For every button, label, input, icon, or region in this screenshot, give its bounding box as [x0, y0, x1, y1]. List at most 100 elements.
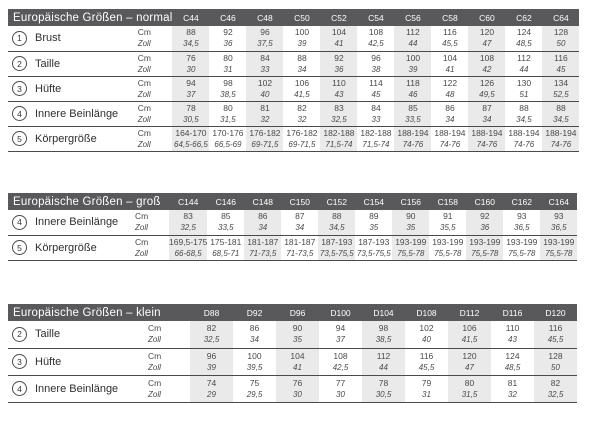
row-number-badge: 4	[12, 214, 27, 230]
cm-value: 90	[292, 323, 303, 334]
column-header-C62: C62	[505, 9, 543, 26]
cm-value: 98	[223, 77, 233, 88]
zoll-value: 46	[408, 89, 418, 99]
size-table-normal-wrap: Europäische Größen – normal C44 C46 C48 C50 C…	[8, 9, 580, 152]
value-cell: 188-194 74-76	[505, 126, 542, 151]
value-cell: 170-176 66,5-69	[209, 126, 246, 151]
column-header-C58: C58	[431, 9, 469, 26]
value-cell: 78 30,5	[362, 375, 405, 402]
cm-value: 80	[223, 52, 233, 63]
value-cell: 80 31	[209, 51, 246, 76]
cm-value: 87	[295, 211, 305, 222]
column-header-D100: D100	[319, 304, 362, 321]
value-cell: 77 30	[319, 375, 362, 402]
value-cell: 124 48,5	[505, 26, 542, 51]
value-cell: 84 33	[357, 101, 394, 126]
value-cell: 83 32,5	[320, 101, 358, 126]
unit-cell: Cm Zoll	[138, 51, 173, 76]
value-cell: 116 45,5	[534, 321, 577, 348]
value-cell: 118 46	[394, 76, 432, 101]
cm-value: 100	[405, 52, 421, 63]
cm-value: 75	[249, 377, 260, 388]
value-cell: 92 36	[209, 26, 246, 51]
column-header-C64: C64	[542, 9, 580, 26]
zoll-value: 29	[207, 389, 216, 399]
value-cell: 88 34,5	[172, 26, 210, 51]
zoll-value: 45,5	[418, 362, 435, 372]
cm-value: 188-194	[508, 127, 540, 138]
value-cell: 82 32,5	[190, 321, 233, 348]
zoll-value: 39	[207, 362, 216, 372]
value-cell: 124 48,5	[491, 348, 534, 375]
unit-zoll-label: Zoll	[148, 389, 161, 399]
zoll-value: 35	[369, 223, 379, 233]
row-label-cell: 4 Innere Beinlänge	[8, 375, 148, 402]
column-header-C164: C164	[540, 193, 578, 210]
zoll-value: 41	[445, 64, 455, 74]
zoll-value: 31,5	[220, 114, 236, 124]
cm-value: 92	[223, 27, 233, 38]
cm-value: 188-194	[471, 127, 503, 138]
row-label: Innere Beinlänge	[35, 107, 119, 120]
size-table-normal: Europäische Größen – normal C44 C46 C48 C50 C…	[8, 9, 580, 152]
table-title: Europäische Größen – normal	[8, 9, 173, 26]
value-cell: 80 31,5	[209, 101, 246, 126]
row-label: Hüfte	[35, 82, 62, 95]
zoll-value: 42,5	[368, 39, 384, 49]
zoll-value: 48,5	[504, 362, 521, 372]
zoll-value: 31	[422, 389, 431, 399]
cm-value: 124	[505, 350, 520, 361]
cm-value: 78	[378, 377, 389, 388]
zoll-value: 32	[260, 114, 270, 124]
cm-value: 85	[221, 211, 231, 222]
zoll-value: 44	[519, 64, 529, 74]
unit-cell: Cm Zoll	[135, 210, 169, 235]
cm-value: 110	[505, 323, 520, 334]
cm-value: 94	[335, 323, 346, 334]
row-label: Taille	[35, 57, 61, 70]
zoll-value: 38,5	[375, 335, 392, 345]
zoll-value: 33,5	[405, 114, 421, 124]
unit-zoll-label: Zoll	[135, 223, 148, 233]
row-label: Innere Beinlänge	[35, 216, 119, 229]
zoll-value: 34,5	[183, 39, 199, 49]
zoll-value: 37	[336, 335, 345, 345]
column-header-C52: C52	[320, 9, 358, 26]
row-number-badge: 3	[12, 354, 27, 369]
row-number-badge: 2	[12, 326, 27, 342]
row-number-badge: 2	[12, 56, 27, 71]
zoll-value: 32,5	[203, 335, 220, 345]
measure-row-3: 3 Hüfte Cm Zoll 94 37 98 38,5 102 40 106 41,5 110 43 1…	[8, 76, 580, 101]
column-header-D96: D96	[276, 304, 319, 321]
zoll-value: 74-76	[402, 139, 424, 149]
unit-cm-label: Cm	[148, 323, 162, 334]
cm-value: 89	[369, 211, 379, 222]
cm-value: 187-193	[321, 236, 353, 247]
zoll-value: 34	[445, 114, 455, 124]
cm-value: 170-176	[212, 127, 244, 138]
zoll-value: 74-76	[550, 139, 572, 149]
value-cell: 96 37,5	[246, 26, 284, 51]
unit-zoll-label: Zoll	[137, 89, 151, 99]
cm-value: 112	[517, 52, 531, 63]
zoll-value: 30	[186, 64, 196, 74]
value-cell: 86 34	[233, 321, 276, 348]
unit-cm-label: Cm	[137, 27, 151, 38]
zoll-value: 37,5	[257, 39, 273, 49]
cm-value: 182-188	[360, 127, 392, 138]
cm-value: 116	[548, 323, 563, 334]
row-label-cell: 3 Hüfte	[8, 348, 148, 375]
cm-value: 104	[331, 27, 347, 38]
column-header-C158: C158	[429, 193, 467, 210]
cm-value: 92	[480, 211, 490, 222]
cm-value: 108	[479, 52, 495, 63]
zoll-value: 41,5	[294, 89, 310, 99]
zoll-value: 39	[408, 64, 418, 74]
unit-cell: Cm Zoll	[138, 101, 173, 126]
zoll-value: 50	[551, 362, 560, 372]
value-cell: 90 35	[276, 321, 319, 348]
cm-value: 128	[548, 350, 563, 361]
value-cell: 176-182 69-71,5	[246, 126, 284, 151]
value-cell: 82 32	[283, 101, 320, 126]
row-label-cell: 2 Taille	[8, 321, 148, 348]
